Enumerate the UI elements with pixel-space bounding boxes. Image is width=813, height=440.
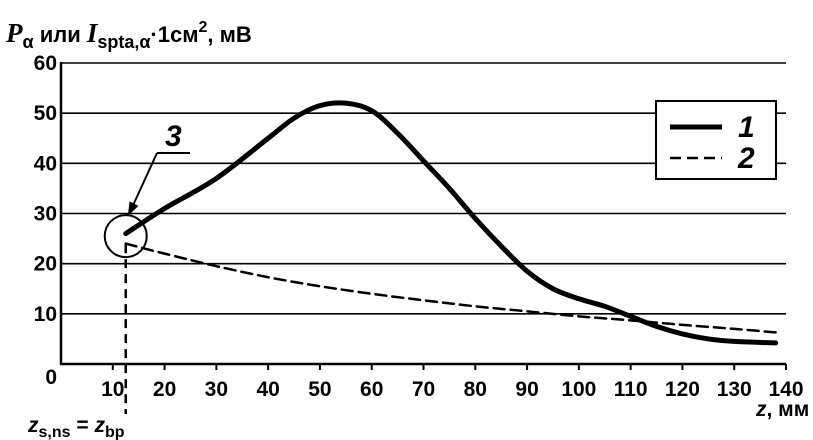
- y-tick-label: 20: [34, 253, 57, 276]
- annotation-arrow-line: [131, 152, 158, 208]
- x-tick-label: 90: [515, 378, 538, 401]
- x-tick-label: 140: [768, 378, 803, 401]
- z-equality-label: zs,ns = zbp: [27, 414, 125, 440]
- x-tick-label: 110: [614, 378, 648, 401]
- x-axis-label: z, мм: [755, 398, 809, 421]
- legend-label-2: 2: [737, 142, 755, 175]
- y-axis-label: Pα или Ispta,α·1см2, мВ: [5, 18, 252, 52]
- legend-label-1: 1: [738, 111, 755, 144]
- x-tick-label: 130: [717, 378, 752, 401]
- x-tick-label: 70: [412, 378, 435, 401]
- gridlines: [61, 62, 786, 315]
- x-tick-label: 50: [308, 378, 331, 401]
- x-tick-label: 20: [153, 378, 176, 401]
- x-tick-label: 10: [101, 378, 124, 401]
- x-tick-label: 40: [256, 378, 279, 401]
- annotation-arrowhead: [127, 201, 139, 217]
- annotation-marker: 3: [103, 120, 190, 414]
- x-tick-labels: 10 20 30 40 50 60 70 80 90 100 110 120 130 140: [101, 364, 804, 401]
- y-tick-label: 60: [34, 52, 57, 75]
- series-line-2: [124, 242, 777, 334]
- legend: 1 2: [655, 100, 777, 180]
- x-tick-label: 30: [205, 378, 228, 401]
- y-tick-label: 40: [34, 152, 57, 175]
- y-tick-label: 0: [45, 366, 57, 389]
- annotation-label-3: 3: [165, 120, 182, 153]
- x-tick-label: 120: [665, 378, 700, 401]
- legend-box: [655, 100, 777, 180]
- x-tick-label: 80: [464, 378, 487, 401]
- series-line-1: [123, 100, 779, 346]
- marker-circle: [103, 214, 148, 259]
- y-tick-labels: 0 10 20 30 40 50 60: [34, 52, 57, 389]
- x-tick-label: 60: [360, 378, 383, 401]
- y-tick-label: 30: [34, 203, 57, 226]
- y-tick-label: 50: [34, 102, 57, 125]
- series-layer: [123, 100, 779, 346]
- y-tick-label: 10: [34, 303, 57, 326]
- x-tick-label: 100: [561, 378, 596, 401]
